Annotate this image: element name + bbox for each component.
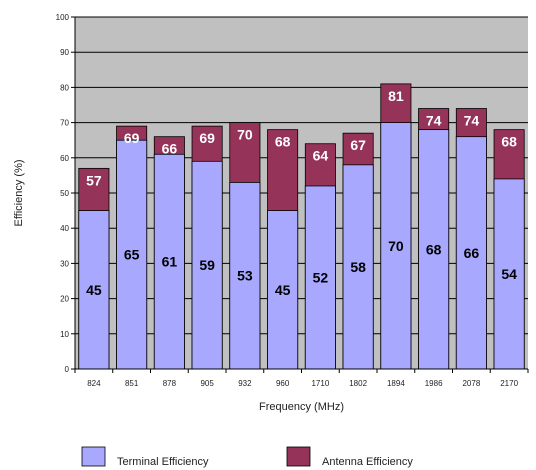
bar-terminal-efficiency-824 bbox=[78, 210, 110, 370]
data-label-antenna-efficiency-2078: 74 bbox=[464, 113, 480, 129]
y-axis-title: Efficiency (%) bbox=[13, 159, 25, 226]
y-tick-label: 10 bbox=[60, 330, 69, 339]
x-tick-label-932: 932 bbox=[238, 379, 252, 388]
gridlines bbox=[75, 16, 528, 370]
legend-label-antenna-efficiency: Antenna Efficiency bbox=[322, 456, 413, 468]
data-label-terminal-efficiency-1986: 68 bbox=[426, 241, 442, 257]
legend-swatch-antenna-efficiency bbox=[286, 446, 311, 467]
x-axis-title: Frequency (MHz) bbox=[259, 401, 344, 413]
data-label-terminal-efficiency-2078: 66 bbox=[464, 245, 480, 261]
data-label-terminal-efficiency-851: 65 bbox=[124, 247, 140, 263]
x-tick-label-1710: 1710 bbox=[311, 379, 329, 388]
y-tick-label: 70 bbox=[60, 119, 69, 128]
y-tick-label: 100 bbox=[56, 13, 70, 22]
x-tick-label-1986: 1986 bbox=[425, 379, 443, 388]
data-label-terminal-efficiency-1894: 70 bbox=[388, 238, 404, 254]
bar-terminal-efficiency-878 bbox=[153, 153, 185, 370]
bar-terminal-efficiency-905 bbox=[191, 160, 223, 370]
y-tick-label: 60 bbox=[60, 154, 69, 163]
data-label-antenna-efficiency-905: 69 bbox=[199, 130, 215, 146]
y-tick-label: 20 bbox=[60, 295, 69, 304]
data-label-antenna-efficiency-1986: 74 bbox=[426, 113, 442, 129]
data-label-antenna-efficiency-932: 70 bbox=[237, 127, 253, 143]
x-tick-label-1802: 1802 bbox=[349, 379, 367, 388]
x-tick-label-2078: 2078 bbox=[462, 379, 480, 388]
data-label-antenna-efficiency-1710: 64 bbox=[313, 148, 329, 164]
tick-labels: 0 10 20 30 40 50 60 70 80 90 100 824 851 878 905 932 960… bbox=[56, 13, 529, 388]
legend-swatch-terminal-efficiency bbox=[81, 446, 106, 467]
data-label-terminal-efficiency-878: 61 bbox=[162, 254, 178, 270]
y-tick-label: 90 bbox=[60, 48, 69, 57]
x-tick-label-2170: 2170 bbox=[500, 379, 518, 388]
data-label-terminal-efficiency-905: 59 bbox=[199, 257, 215, 273]
data-label-terminal-efficiency-960: 45 bbox=[275, 282, 291, 298]
y-tick-label: 80 bbox=[60, 83, 69, 92]
x-tick-label-1894: 1894 bbox=[387, 379, 405, 388]
x-tick-label-851: 851 bbox=[125, 379, 139, 388]
legend: Terminal Efficiency Antenna Efficiency bbox=[81, 446, 413, 468]
data-label-terminal-efficiency-932: 53 bbox=[237, 268, 253, 284]
data-label-terminal-efficiency-2170: 54 bbox=[501, 266, 517, 282]
data-label-antenna-efficiency-1802: 67 bbox=[350, 137, 366, 153]
data-label-antenna-efficiency-1894: 81 bbox=[388, 88, 404, 104]
data-labels: 57 45 69 65 66 61 69 59 70 53 68 45 64 52 67 58 81 70 74 68… bbox=[86, 88, 517, 298]
y-tick-label: 0 bbox=[65, 365, 70, 374]
bar-terminal-efficiency-960 bbox=[267, 210, 299, 370]
data-label-antenna-efficiency-878: 66 bbox=[162, 141, 178, 157]
bars bbox=[78, 83, 525, 370]
legend-label-terminal-efficiency: Terminal Efficiency bbox=[117, 456, 209, 468]
data-label-antenna-efficiency-824: 57 bbox=[86, 172, 102, 188]
bar-terminal-efficiency-2170 bbox=[493, 178, 525, 370]
bar-terminal-efficiency-2078 bbox=[455, 136, 487, 370]
x-tick-label-878: 878 bbox=[163, 379, 177, 388]
data-label-terminal-efficiency-824: 45 bbox=[86, 282, 102, 298]
data-label-antenna-efficiency-2170: 68 bbox=[501, 134, 517, 150]
data-label-terminal-efficiency-1802: 58 bbox=[350, 259, 366, 275]
data-label-terminal-efficiency-1710: 52 bbox=[313, 269, 329, 285]
bar-terminal-efficiency-932 bbox=[229, 182, 261, 370]
x-tick-label-824: 824 bbox=[87, 379, 101, 388]
data-label-antenna-efficiency-851: 69 bbox=[124, 130, 140, 146]
y-tick-label: 50 bbox=[60, 189, 69, 198]
bar-terminal-efficiency-851 bbox=[116, 139, 148, 370]
x-tick-label-960: 960 bbox=[276, 379, 290, 388]
bar-terminal-efficiency-1986 bbox=[418, 129, 450, 370]
y-tick-label: 40 bbox=[60, 224, 69, 233]
bar-terminal-efficiency-1802 bbox=[342, 164, 374, 370]
data-label-antenna-efficiency-960: 68 bbox=[275, 134, 291, 150]
x-tick-label-905: 905 bbox=[200, 379, 214, 388]
y-tick-label: 30 bbox=[60, 259, 69, 268]
